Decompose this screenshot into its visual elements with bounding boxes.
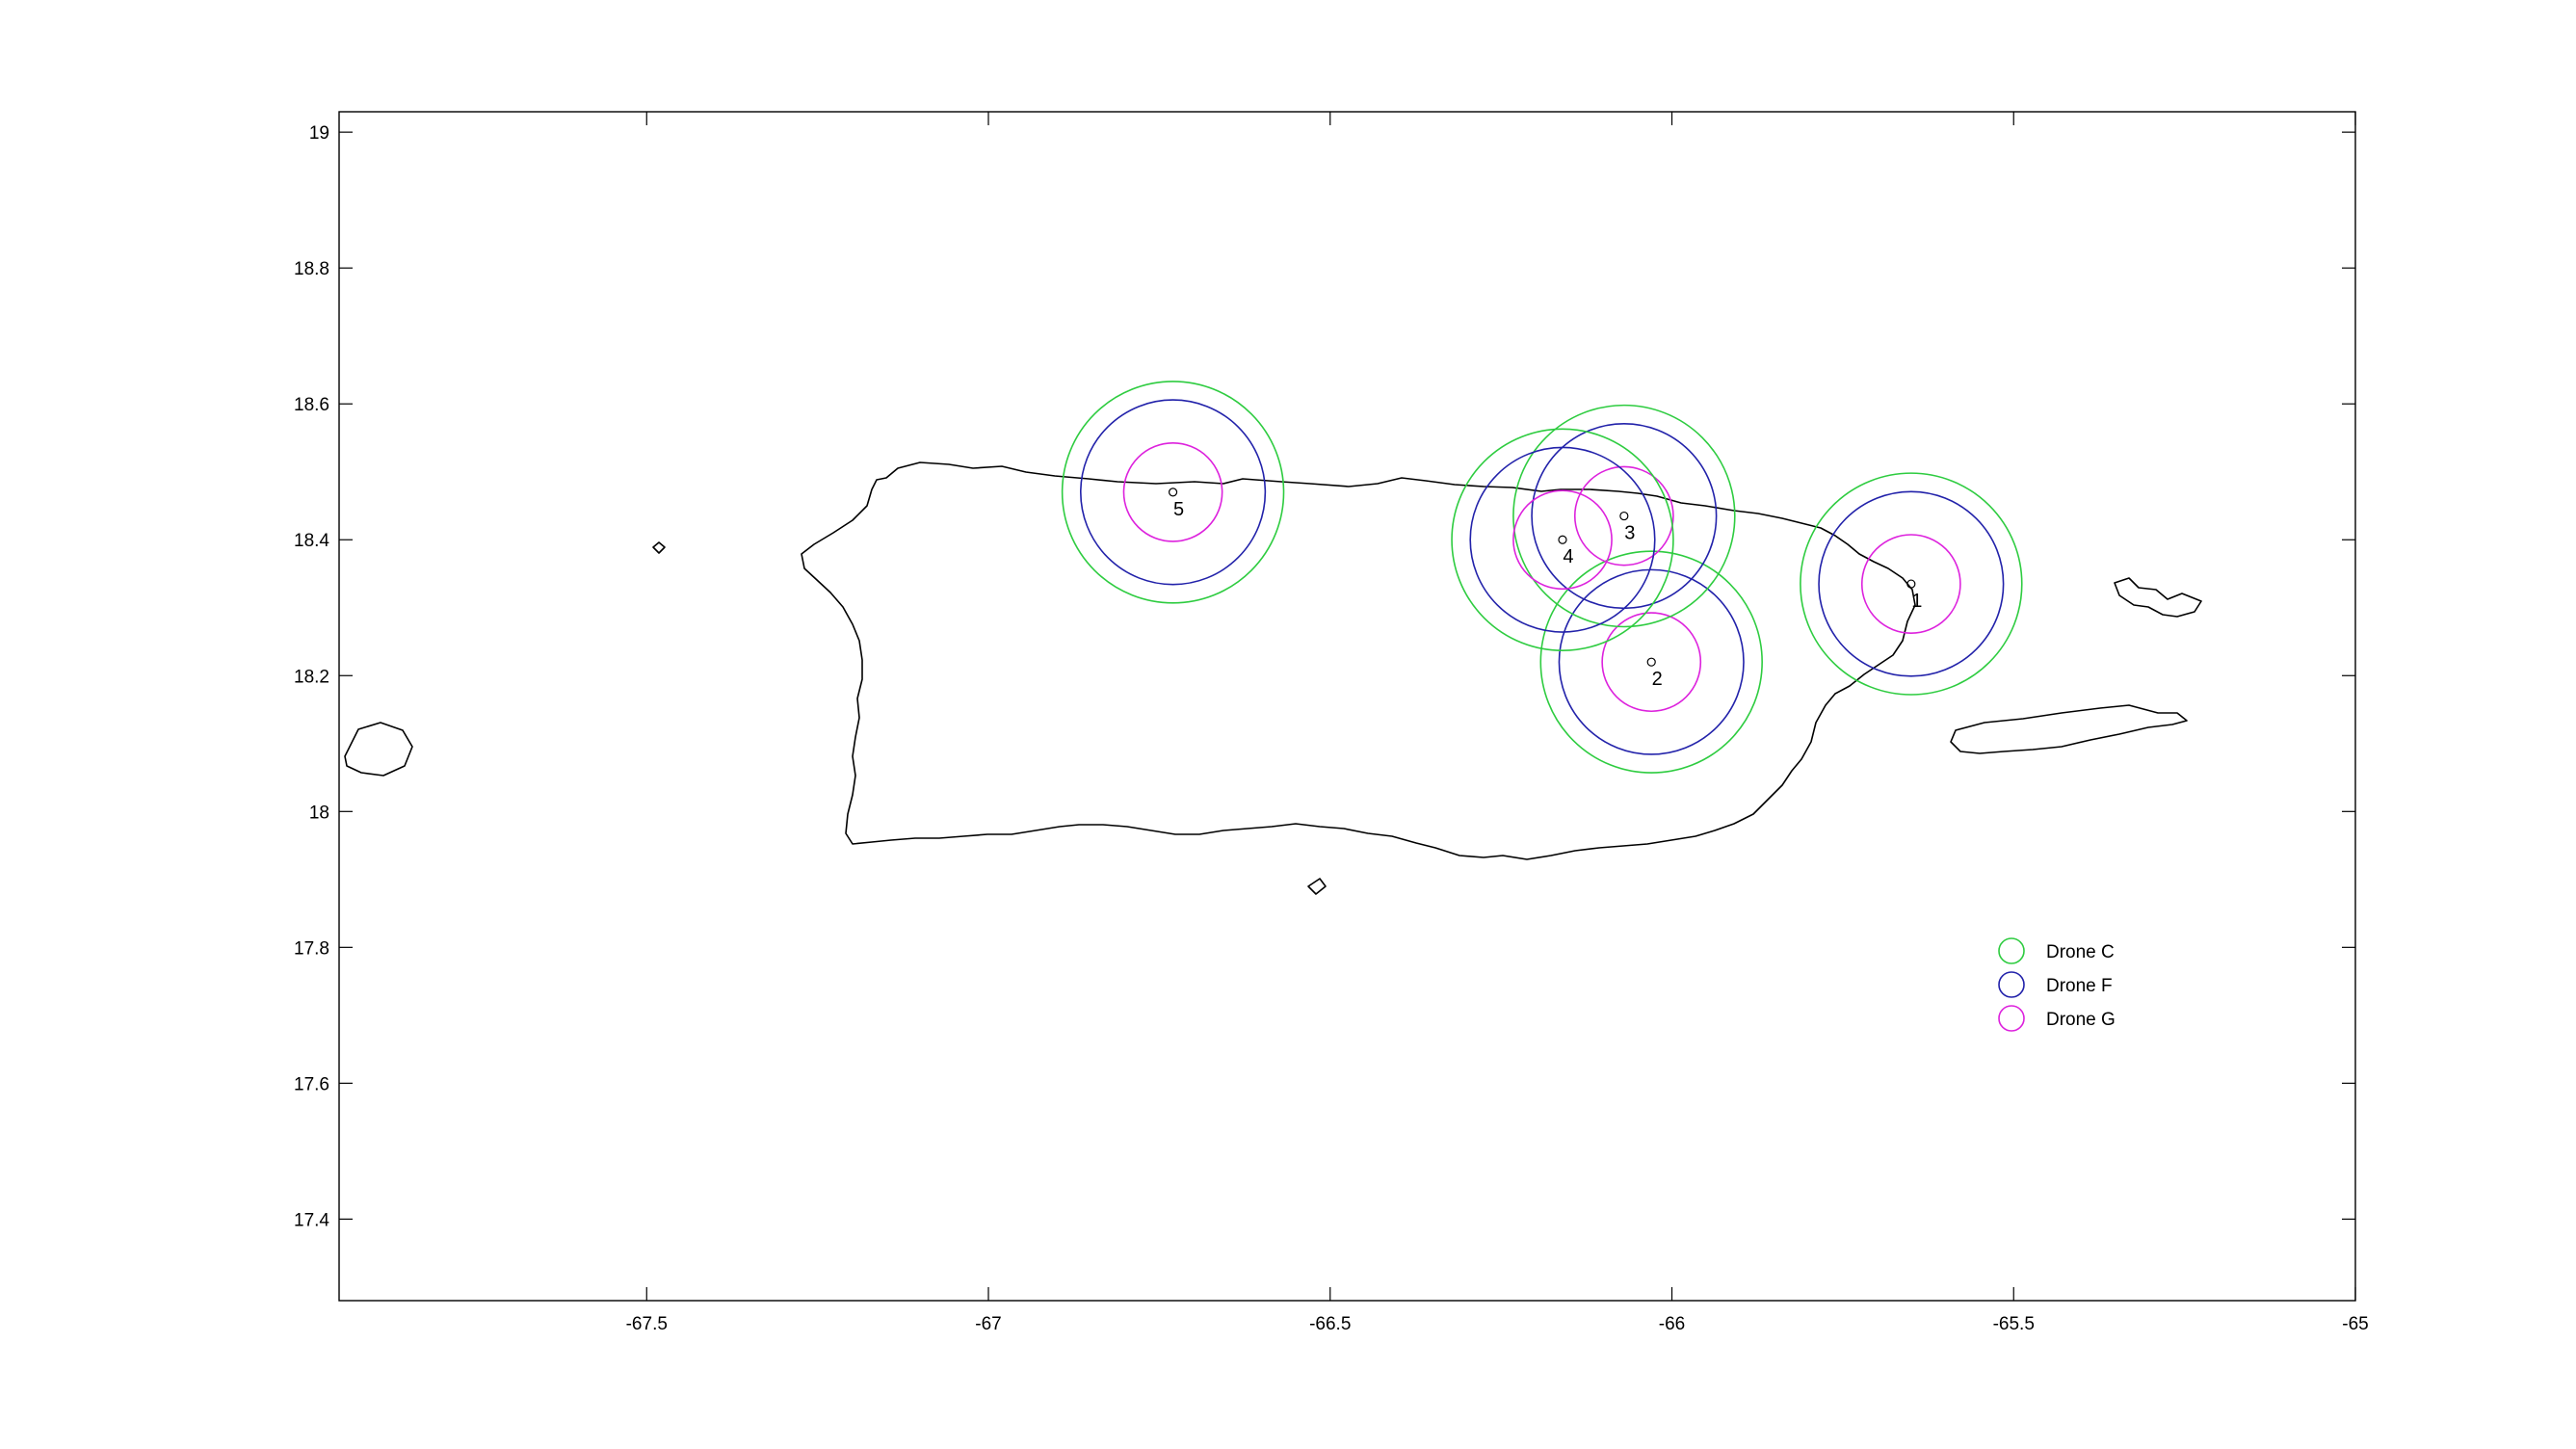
sites: 1 2 3 4 5: [1168, 487, 1922, 690]
coverage-rings: [1061, 381, 2023, 774]
legend-label: Drone C: [2046, 942, 2115, 962]
site-label: 3: [1624, 523, 1635, 544]
y-tick-label: 17.4: [294, 1210, 329, 1230]
legend-swatch: [1998, 1005, 2025, 1032]
coverage-ring-drone-g: [1122, 441, 1223, 542]
coverage-ring-drone-g: [1573, 465, 1674, 566]
x-tick-label: -65: [2342, 1314, 2368, 1334]
site-label: 2: [1652, 669, 1663, 690]
legend: Drone C Drone F Drone G: [1998, 937, 2116, 1032]
coverage-ring-drone-c: [1800, 472, 2023, 696]
coverage-ring-drone-c: [1512, 404, 1736, 628]
y-tick-label: 17.8: [294, 938, 329, 959]
coverage-ring-drone-f: [1818, 490, 2005, 677]
coverage-ring-drone-f: [1531, 422, 1718, 610]
y-tick-label: 17.6: [294, 1074, 329, 1094]
coverage-ring-drone-f: [1079, 399, 1267, 586]
vieques-coastline: [1950, 704, 2188, 754]
coverage-ring-drone-c: [1539, 550, 1763, 774]
x-tick-label: -67.5: [626, 1314, 668, 1334]
legend-label: Drone G: [2046, 1010, 2116, 1030]
site-marker: [1558, 535, 1567, 544]
y-tick-label: 18.2: [294, 667, 329, 687]
y-tick-label: 18.6: [294, 395, 329, 415]
y-axis: 17.4 17.6 17.8 18 18.2 18.4 18.6 18.8 19: [294, 123, 2355, 1230]
coverage-ring-drone-g: [1512, 489, 1613, 591]
y-tick-label: 19: [309, 123, 329, 144]
x-axis: -67.5 -67 -66.5 -66 -65.5 -65: [626, 112, 2369, 1334]
legend-swatch: [1998, 937, 2025, 964]
coastlines: [344, 461, 2202, 895]
culebra-coastline: [2114, 577, 2202, 618]
coverage-ring-drone-g: [1601, 612, 1702, 713]
coverage-ring-drone-c: [1451, 428, 1674, 651]
site-marker: [1619, 511, 1629, 521]
coverage-ring-drone-g: [1860, 534, 1961, 634]
puerto-rico-coastline: [801, 461, 1916, 860]
x-tick-label: -66.5: [1309, 1314, 1351, 1334]
legend-label: Drone F: [2046, 976, 2113, 996]
x-tick-label: -66: [1659, 1314, 1685, 1334]
site-label: 4: [1563, 546, 1573, 567]
site-marker: [1646, 657, 1656, 667]
legend-swatch: [1998, 971, 2025, 998]
desecheo-coastline: [652, 541, 666, 554]
x-tick-label: -67: [975, 1314, 1001, 1334]
site-label: 5: [1173, 499, 1184, 520]
y-tick-label: 18.4: [294, 531, 329, 551]
x-tick-label: -65.5: [1993, 1314, 2035, 1334]
mona-island-coastline: [344, 722, 413, 777]
y-tick-label: 18: [309, 803, 329, 823]
site-marker: [1168, 487, 1178, 497]
site-label: 1: [1911, 591, 1922, 612]
plot-frame: [338, 111, 2356, 1302]
coverage-ring-drone-c: [1061, 381, 1285, 604]
site-marker: [1906, 579, 1916, 589]
caja-de-muertos-coastline: [1307, 878, 1327, 895]
coverage-ring-drone-f: [1558, 568, 1745, 755]
y-tick-label: 18.8: [294, 259, 329, 279]
coverage-ring-drone-f: [1469, 446, 1656, 633]
